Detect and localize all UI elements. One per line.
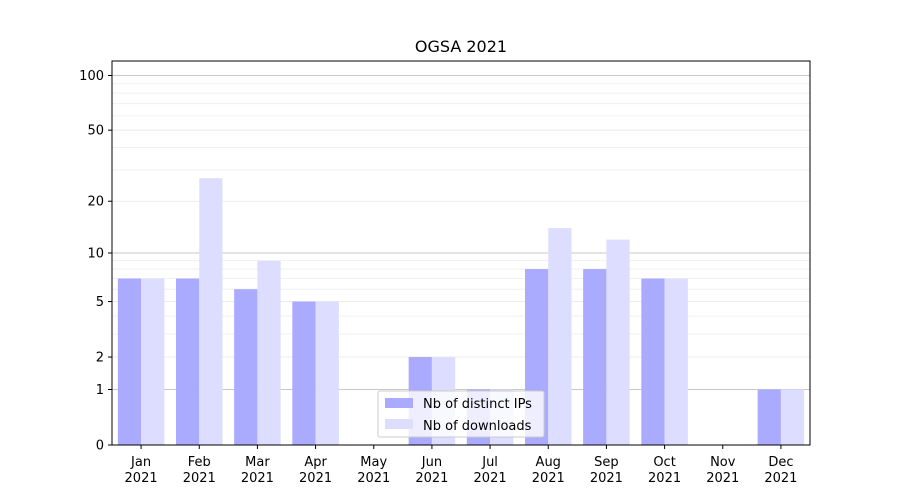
x-tick-label-year: 2021 (532, 471, 565, 486)
x-tick-label-month: Apr (304, 455, 327, 470)
x-tick-label-month: Aug (536, 455, 561, 470)
x-tick-label-month: Mar (245, 455, 270, 470)
x-tick-label-year: 2021 (183, 471, 216, 486)
legend-label-downloads: Nb of downloads (423, 419, 532, 434)
legend-label-distinct-ips: Nb of distinct IPs (423, 397, 532, 412)
bar-downloads (315, 301, 339, 445)
bar-downloads (548, 228, 572, 445)
x-tick-label-year: 2021 (125, 471, 158, 486)
x-tick-label-month: Jul (481, 455, 498, 470)
x-tick-label-year: 2021 (764, 471, 797, 486)
y-tick-label: 0 (96, 439, 104, 454)
x-tick-label-month: Feb (188, 455, 211, 470)
legend: Nb of distinct IPs Nb of downloads (377, 390, 545, 438)
legend-swatch-downloads (385, 419, 413, 429)
bar-distinct-ips (175, 278, 200, 445)
bar-downloads (257, 260, 281, 445)
x-tick-label-month: Nov (710, 455, 736, 470)
bar-distinct-ips (757, 389, 781, 445)
bar-downloads (606, 239, 630, 445)
x-tick-label-month: May (360, 455, 387, 470)
x-tick-label-year: 2021 (357, 471, 390, 486)
bar-distinct-ips (234, 289, 258, 445)
legend-frame (377, 390, 545, 438)
y-tick-label: 1 (96, 383, 104, 398)
bar-downloads (664, 278, 688, 445)
axis-layer: 0125102050100Jan2021Feb2021Mar2021Apr202… (79, 60, 811, 486)
x-tick-label-month: Jun (421, 455, 442, 470)
x-tick-label-year: 2021 (415, 471, 448, 486)
y-tick-label: 5 (96, 295, 104, 310)
x-tick-label-year: 2021 (474, 471, 507, 486)
bar-downloads (199, 178, 223, 446)
x-tick-label-year: 2021 (590, 471, 623, 486)
x-tick-label-month: Oct (653, 455, 675, 470)
y-tick-label: 50 (87, 124, 104, 139)
grid-layer (112, 74, 810, 390)
x-tick-label-month: Dec (768, 455, 793, 470)
y-tick-label: 2 (96, 351, 104, 366)
bar-downloads (780, 389, 805, 445)
bar-downloads (141, 278, 165, 445)
bar-distinct-ips (292, 301, 316, 445)
x-tick-label-month: Jan (130, 455, 151, 470)
bar-distinct-ips (641, 278, 665, 445)
bar-distinct-ips (117, 278, 142, 445)
y-tick-label: 10 (87, 247, 104, 262)
y-tick-label: 20 (87, 195, 104, 210)
legend-swatch-distinct-ips (385, 398, 413, 408)
x-tick-label-year: 2021 (648, 471, 681, 486)
x-tick-label-year: 2021 (299, 471, 332, 486)
x-tick-label-month: Sep (594, 455, 619, 470)
chart-title: OGSA 2021 (415, 37, 507, 56)
x-tick-label-year: 2021 (241, 471, 274, 486)
y-tick-label: 100 (79, 69, 104, 84)
bar-distinct-ips (583, 269, 607, 445)
x-tick-label-year: 2021 (706, 471, 739, 486)
